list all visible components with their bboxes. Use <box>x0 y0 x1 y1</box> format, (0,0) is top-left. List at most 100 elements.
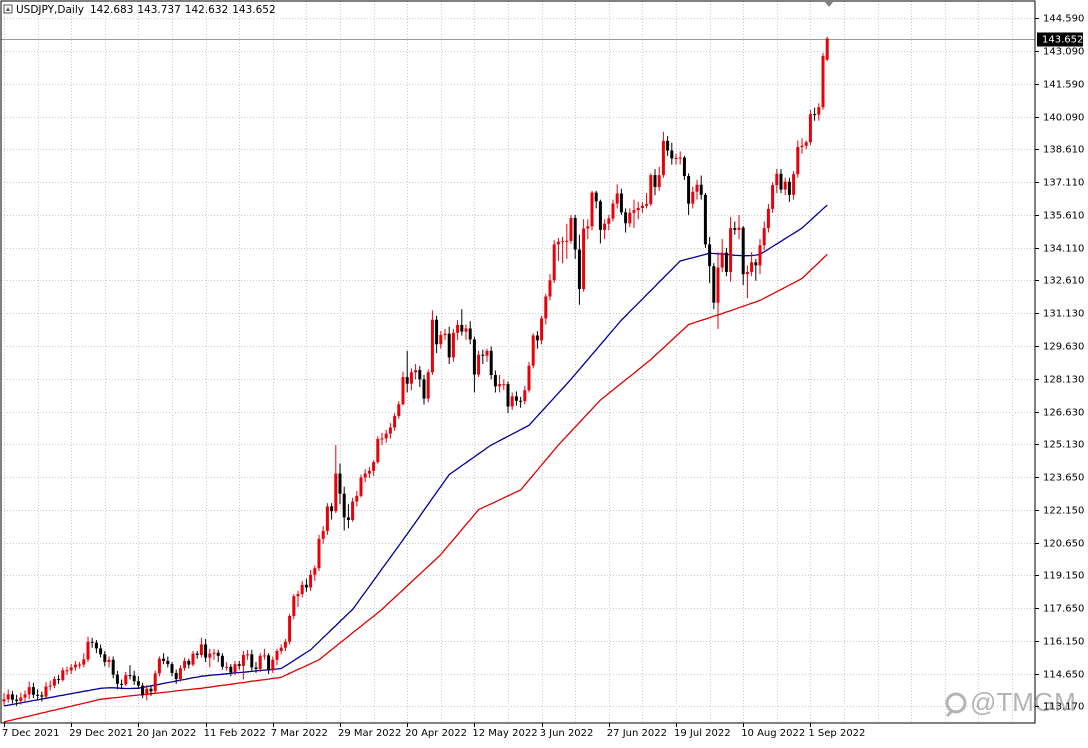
y-tick-label: 135.610 <box>1043 211 1084 222</box>
candle-body <box>397 404 401 417</box>
candle-body <box>48 685 52 687</box>
candle-body <box>145 688 149 696</box>
candle-body <box>418 370 422 380</box>
x-tick-label: 20 Apr 2022 <box>405 728 467 739</box>
candle-body <box>519 400 523 402</box>
candle-body <box>787 181 791 195</box>
candle-body <box>414 370 418 373</box>
candle-body <box>279 647 283 652</box>
candle-body <box>153 673 157 692</box>
candle-body <box>653 175 657 187</box>
candle-body <box>94 642 98 649</box>
candle-body <box>682 157 686 176</box>
candle-body <box>422 379 426 399</box>
candle-body <box>36 694 40 696</box>
candle-body <box>233 664 237 673</box>
candle-body <box>107 659 111 662</box>
candle-body <box>737 227 741 230</box>
candle-body <box>716 267 720 303</box>
candle-body <box>208 653 212 658</box>
candle-body <box>804 142 808 146</box>
y-tick-label: 141.590 <box>1043 80 1084 91</box>
x-tick-label: 7 Dec 2021 <box>2 728 60 739</box>
candle-body <box>2 699 6 702</box>
candle-body <box>405 377 409 384</box>
candle-body <box>481 354 485 356</box>
candle-body <box>229 666 233 673</box>
y-tick-label: 144.590 <box>1043 14 1084 25</box>
candle-body <box>267 655 271 671</box>
candle-body <box>594 192 598 202</box>
candle-body <box>636 207 640 211</box>
candle-body <box>376 438 380 463</box>
candle-body <box>615 193 619 204</box>
plot-frame <box>0 0 1036 724</box>
candle-body <box>691 191 695 204</box>
candle-body <box>355 495 359 502</box>
candle-body <box>254 667 258 669</box>
candle-body <box>401 377 405 405</box>
candle-body <box>745 271 749 275</box>
candle-body <box>569 218 573 241</box>
candle-body <box>640 205 644 208</box>
candle-body <box>426 372 430 399</box>
candle-body <box>246 654 250 656</box>
candle-body <box>23 694 27 698</box>
candle-body <box>451 332 455 358</box>
y-tick-label: 119.150 <box>1043 571 1084 582</box>
candle-body <box>19 697 23 701</box>
candle-body <box>750 262 754 272</box>
candle-body <box>342 493 346 518</box>
candle-body <box>288 615 292 642</box>
candle-body <box>40 695 44 697</box>
y-tick-label: 114.650 <box>1043 670 1084 681</box>
candle-body <box>485 350 489 356</box>
grid-layer <box>1 1 1035 723</box>
candle-body <box>309 574 313 588</box>
candle-body <box>703 194 707 245</box>
candle-body <box>178 668 182 680</box>
x-tick-label: 11 Feb 2022 <box>204 728 266 739</box>
candle-body <box>645 204 649 206</box>
candle-body <box>783 181 787 190</box>
candle-body <box>204 644 208 658</box>
close-value: 143.652 <box>232 4 275 16</box>
candle-body <box>86 641 90 660</box>
candle-body <box>166 660 170 665</box>
chart-header: USDJPY,Daily 142.683 143.737 142.632 143.652 <box>16 4 276 16</box>
candle-body <box>766 208 770 229</box>
candle-body <box>611 203 615 219</box>
watermark-icon <box>945 692 967 714</box>
candle-body <box>535 335 539 341</box>
candle-body <box>69 667 73 671</box>
candle-body <box>325 506 329 531</box>
candle-body <box>582 228 586 290</box>
candle-body <box>31 687 35 695</box>
candle-body <box>619 193 623 213</box>
watermark-text: @TMGM <box>970 687 1076 717</box>
candle-body <box>556 241 560 245</box>
candle-body <box>313 568 317 575</box>
y-tick-label: 120.650 <box>1043 539 1084 550</box>
candle-body <box>674 158 678 160</box>
candle-body <box>741 227 745 275</box>
candle-body <box>435 319 439 345</box>
x-tick-label: 3 Jun 2022 <box>540 728 594 739</box>
candle-body <box>825 38 829 60</box>
y-tick-label: 126.630 <box>1043 408 1084 419</box>
candle-body <box>628 212 632 224</box>
candle-body <box>262 655 266 657</box>
candle-body <box>191 653 195 665</box>
candle-body <box>510 396 514 407</box>
x-tick-label: 29 Dec 2021 <box>69 728 133 739</box>
candle-body <box>120 683 124 685</box>
candle-body <box>258 655 262 669</box>
candle-body <box>724 252 728 272</box>
low-value: 142.632 <box>185 4 228 16</box>
candle-body <box>464 328 468 332</box>
candle-body <box>456 324 460 333</box>
candle-body <box>796 147 800 175</box>
candle-body <box>99 648 103 655</box>
